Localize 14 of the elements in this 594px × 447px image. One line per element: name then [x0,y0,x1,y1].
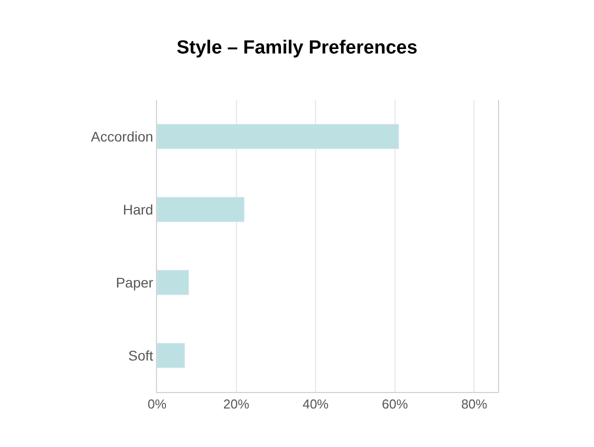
x-tick-label: 20% [223,396,250,412]
bar [157,270,189,296]
y-tick-label: Paper [116,274,154,290]
y-tick-label: Soft [128,347,154,364]
chart-title: Style – Family Preferences [176,38,418,59]
y-tick-label: Accordion [90,128,154,144]
x-tick-label: 40% [302,396,330,412]
bar [157,124,400,150]
bar [157,196,244,222]
y-tick-label: Hard [122,201,154,218]
x-tick-label: 80% [461,396,488,412]
x-tick-label: 60% [382,396,408,412]
bar [157,342,186,368]
x-tick-label: 0% [148,396,167,412]
